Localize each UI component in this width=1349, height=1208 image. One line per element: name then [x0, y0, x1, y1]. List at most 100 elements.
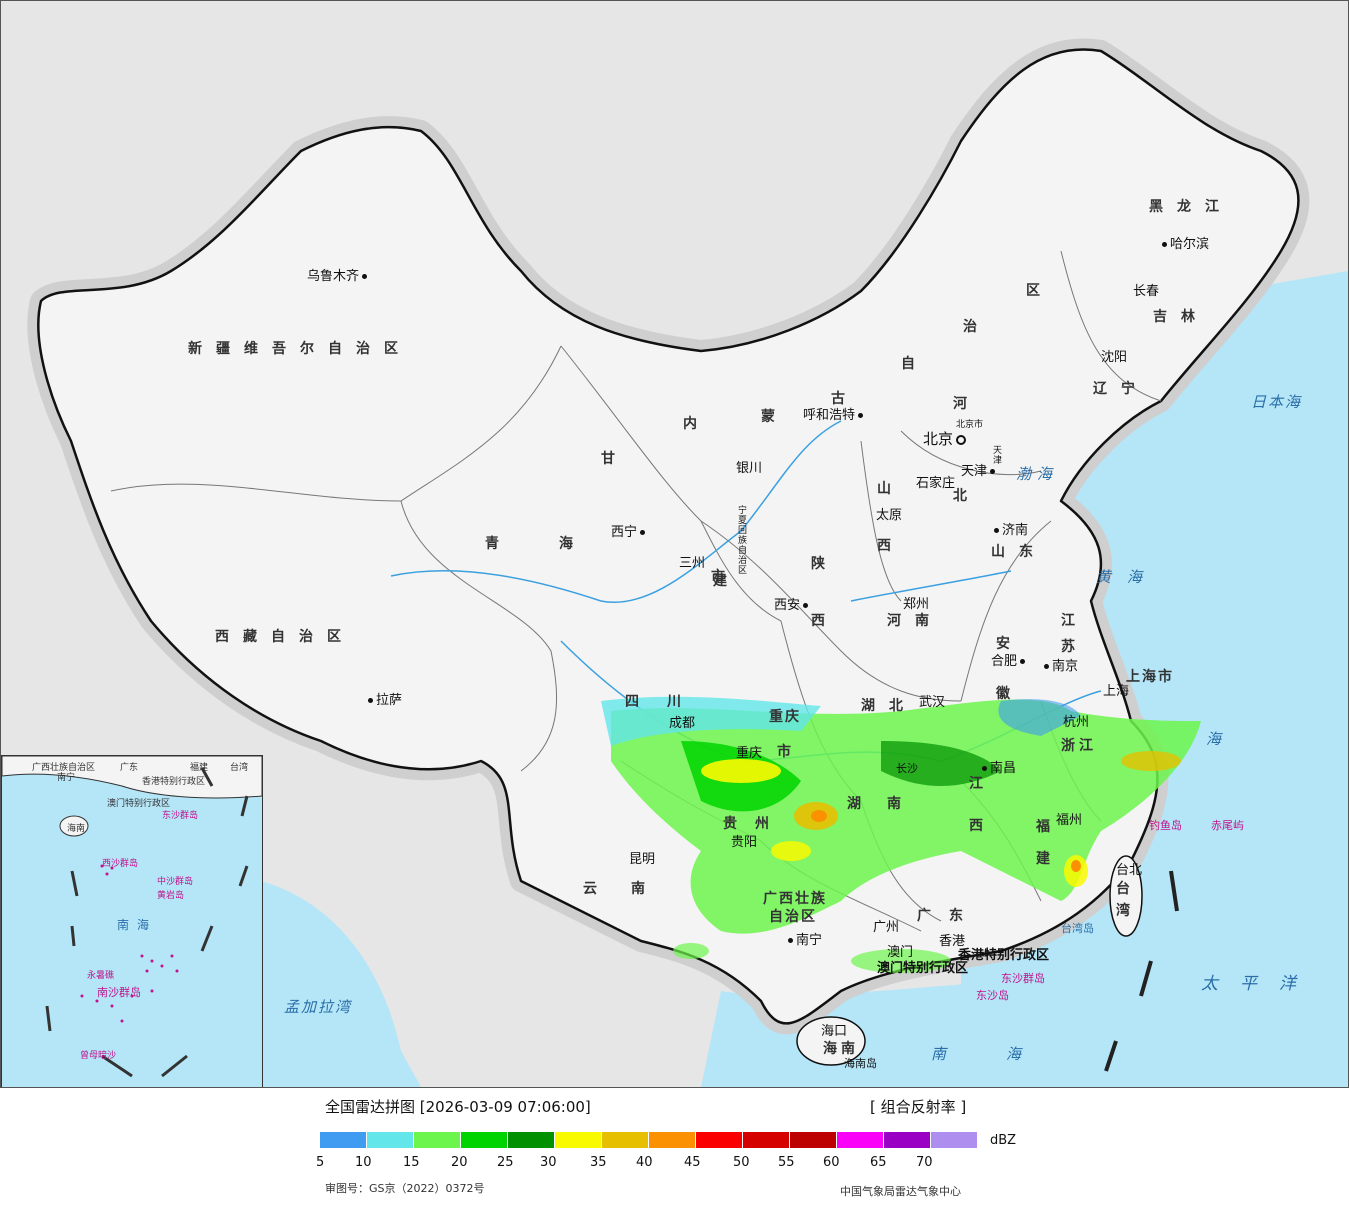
radar-map[interactable]: 新疆维吾尔自治区 西藏自治区 青 海 甘 建 内 蒙 古 自 治 区 黑龙江 吉… [0, 0, 1349, 1088]
label-neimenggu-6: 区 [1026, 283, 1040, 299]
label-sanzhou: 三州 [679, 556, 706, 571]
city-taibei: 台北 [1116, 863, 1143, 878]
color-swatch [743, 1132, 790, 1148]
inset-canvas [2, 756, 262, 1078]
sea-bohai: 渤海 [1016, 465, 1059, 483]
label-hebei-2: 北 [953, 488, 967, 504]
city-chongqing: 重庆 [736, 746, 763, 761]
label-hunan-2: 南 [887, 796, 901, 812]
color-scale-tick: 65 [870, 1155, 887, 1170]
city-guiyang: 贵阳 [731, 835, 758, 850]
color-swatch [414, 1132, 461, 1148]
city-dongsha-2: 东沙岛 [976, 989, 1009, 1002]
city-dot [1020, 659, 1026, 664]
color-scale-tick: 35 [590, 1155, 607, 1170]
city-urumqi: 乌鲁木齐 [307, 269, 370, 285]
city-dongsha-1: 东沙群岛 [1001, 972, 1045, 985]
city-dot [858, 413, 864, 418]
city-macao: 澳门 [887, 945, 914, 960]
color-scale-tick: 20 [451, 1155, 468, 1170]
city-dot [362, 274, 368, 279]
inset-zhongsha: 中沙群岛 [157, 877, 194, 887]
inset-guangdong: 广东 [120, 763, 139, 773]
color-scale-tick: 5 [316, 1155, 325, 1170]
label-taiwan-2: 湾 [1116, 903, 1130, 919]
city-wuhan: 武汉 [919, 695, 946, 710]
label-shanxi-1: 山 [877, 481, 891, 497]
city-dot [788, 938, 793, 943]
city-beijing-shi: 北京市 [956, 420, 984, 430]
color-scale-tick: 45 [684, 1155, 701, 1170]
label-guangxi-2: 自治区 [769, 909, 817, 925]
label-chongqing-1: 重庆 [769, 709, 801, 725]
echo-yellow-1 [701, 759, 781, 783]
label-jiangsu-1: 江 [1061, 613, 1075, 629]
label-guangxi-1: 广西壮族 [763, 891, 827, 907]
city-dot [1044, 664, 1049, 669]
label-shandong: 山东 [991, 544, 1047, 560]
city-zhengzhou: 郑州 [903, 597, 930, 612]
radar-echoes [601, 696, 1201, 973]
legend-review-number: 审图号：GS京（2022）0372号 [325, 1182, 485, 1195]
city-guangzhou: 广州 [873, 920, 900, 935]
label-hubei: 湖北 [861, 698, 917, 714]
label-yunnan: 云南 [583, 881, 679, 897]
label-xinjiang: 新疆维吾尔自治区 [188, 341, 412, 357]
color-swatch [602, 1132, 649, 1148]
inset-dongsha: 东沙群岛 [162, 811, 199, 821]
color-scale-tick: 60 [823, 1155, 840, 1170]
city-shanghai: 上海 [1103, 684, 1130, 699]
city-dot [982, 766, 987, 771]
inset-taiwan: 台湾 [230, 763, 249, 773]
color-swatch [320, 1132, 367, 1148]
color-scale-tick: 15 [403, 1155, 420, 1170]
label-neimenggu-4: 自 [901, 356, 915, 372]
inset-macau: 澳门特别行政区 [107, 799, 171, 809]
label-anhui-1: 安 [996, 636, 1010, 652]
legend-title: 全国雷达拼图 [2026-03-09 07:06:00] [325, 1098, 591, 1116]
label-xizang: 西藏自治区 [215, 629, 355, 645]
label-neimenggu-1: 内 [683, 416, 697, 432]
echo-orange-1 [811, 810, 827, 822]
city-harbin: 哈尔滨 [1159, 237, 1209, 253]
label-chongqing-2: 市 [777, 744, 791, 760]
inset-hainan: 海南 [67, 824, 86, 834]
city-beijing: 北京 [923, 431, 967, 447]
city-dot [640, 530, 646, 535]
label-jilin: 吉林 [1153, 309, 1209, 325]
echo-cyan-edges [601, 696, 821, 746]
label-jiangxi-2: 西 [969, 818, 983, 834]
color-swatch [696, 1132, 743, 1148]
color-swatch [461, 1132, 508, 1148]
label-shanghai: 上海市 [1126, 669, 1174, 685]
color-swatch [555, 1132, 602, 1148]
echo-orange-2 [1071, 860, 1081, 872]
color-scale-tick: 30 [540, 1155, 557, 1170]
inset-nanning: 南宁 [57, 773, 76, 783]
city-yinchuan: 银川 [736, 461, 763, 476]
label-hk-sar: 香港特别行政区 [958, 948, 1050, 963]
color-swatch [649, 1132, 696, 1148]
sea-taipingyang: 太平洋 [1201, 974, 1318, 994]
inset-nanhai: 南海 [117, 918, 158, 932]
city-hangzhou: 杭州 [1063, 715, 1090, 730]
label-qinghai-1: 青 [485, 536, 499, 552]
city-dot [990, 469, 996, 474]
city-changchun: 长春 [1133, 284, 1160, 299]
inset-nansha: 南沙群岛 [97, 986, 141, 999]
map-canvas [27, 38, 1348, 1087]
color-swatch [790, 1132, 837, 1148]
hainan-island [796, 1016, 866, 1066]
legend-source: 中国气象局雷达气象中心 [840, 1185, 961, 1198]
echo-darkgreen-2 [881, 741, 1001, 786]
city-diaoyu: 钓鱼岛 [1149, 819, 1182, 832]
city-jinan: 济南 [991, 523, 1028, 539]
inset-guangxi: 广西壮族自治区 [32, 763, 96, 773]
sea-nanhai-1: 南 [931, 1045, 953, 1063]
label-shaanxi-1: 陕 [811, 556, 825, 572]
capital-icon [956, 434, 967, 445]
color-swatch [508, 1132, 555, 1148]
inset-zengmu: 曾母暗沙 [80, 1051, 117, 1061]
color-swatch [931, 1132, 978, 1148]
city-kunming: 昆明 [629, 852, 656, 867]
